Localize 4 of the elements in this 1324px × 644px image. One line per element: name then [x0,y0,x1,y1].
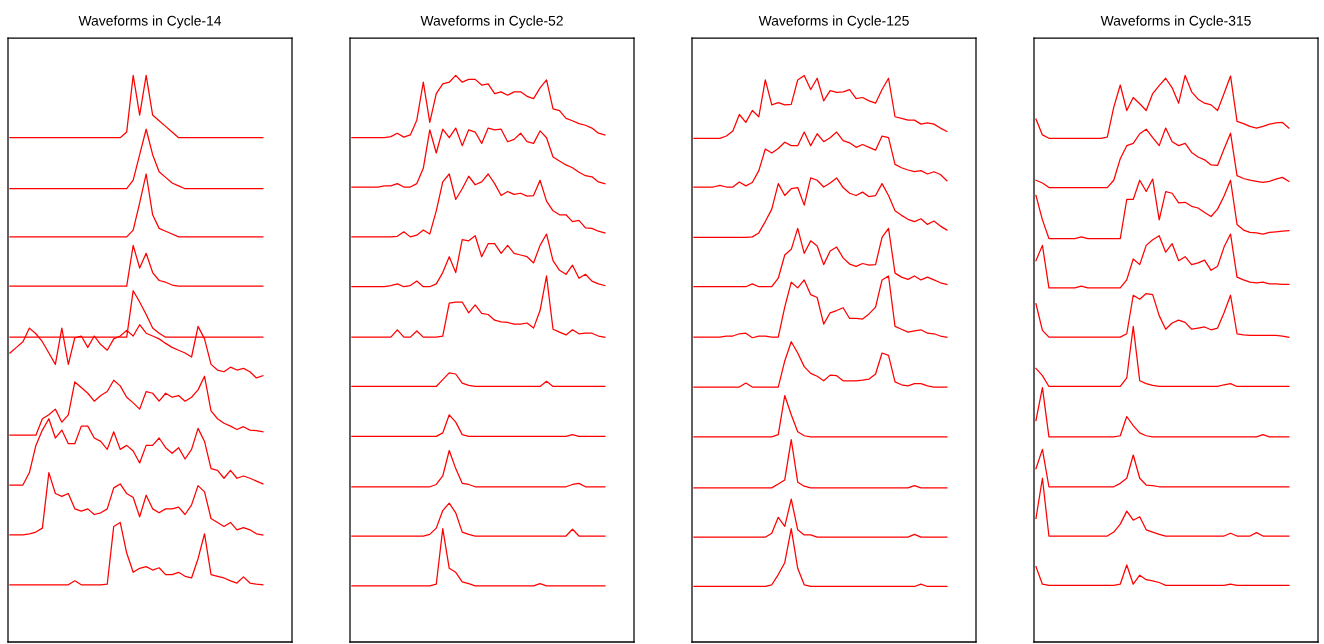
chart-title: Waveforms in Cycle-315 [1100,15,1251,29]
chart-title: Waveforms in Cycle-14 [78,15,222,29]
chart-title: Waveforms in Cycle-125 [758,15,909,29]
chart-title: Waveforms in Cycle-52 [420,15,563,29]
